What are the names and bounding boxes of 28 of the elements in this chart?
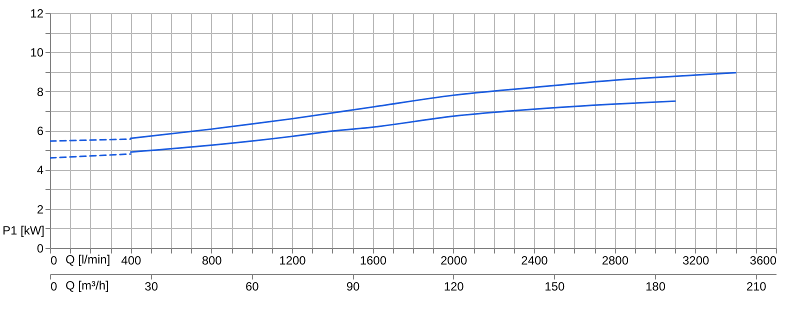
x2-tick-label: 30	[144, 280, 158, 294]
x-tick-label: 2800	[602, 254, 629, 268]
x-axis-title: Q [l/min]	[66, 252, 110, 266]
y-tick-label: 4	[36, 163, 44, 178]
x2-tick-label: 0	[50, 280, 58, 294]
x-tick-label: 2400	[521, 254, 548, 268]
x2-tick-label: 90	[346, 280, 360, 294]
x-tick-label: 1200	[279, 254, 306, 268]
y-tick-label: 12	[30, 6, 44, 20]
y-tick-label: 10	[30, 46, 44, 60]
x-tick-label: 1600	[360, 254, 387, 268]
x2-axis-title: Q [m³/h]	[66, 278, 109, 292]
x-tick-label: 400	[121, 254, 142, 268]
y-tick-label: 8	[36, 84, 44, 99]
x2-tick-label: 60	[245, 280, 260, 294]
x2-tick-label: 120	[444, 280, 464, 294]
x2-tick-label: 150	[544, 280, 565, 294]
x2-tick-label: 210	[746, 280, 767, 294]
x-tick-label: 2000	[440, 254, 468, 268]
x-tick-label: 800	[202, 254, 222, 268]
x2-tick-label: 180	[645, 280, 666, 294]
y-tick-label: 2	[36, 202, 44, 216]
y-tick-label: 0	[36, 242, 44, 256]
y-tick-label: 6	[36, 124, 44, 138]
y-axis-title: P1 [kW]	[2, 224, 45, 238]
x-tick-label: 0	[50, 254, 58, 268]
x-tick-label: 3600	[750, 254, 777, 268]
x-tick-label: 3200	[682, 254, 710, 268]
